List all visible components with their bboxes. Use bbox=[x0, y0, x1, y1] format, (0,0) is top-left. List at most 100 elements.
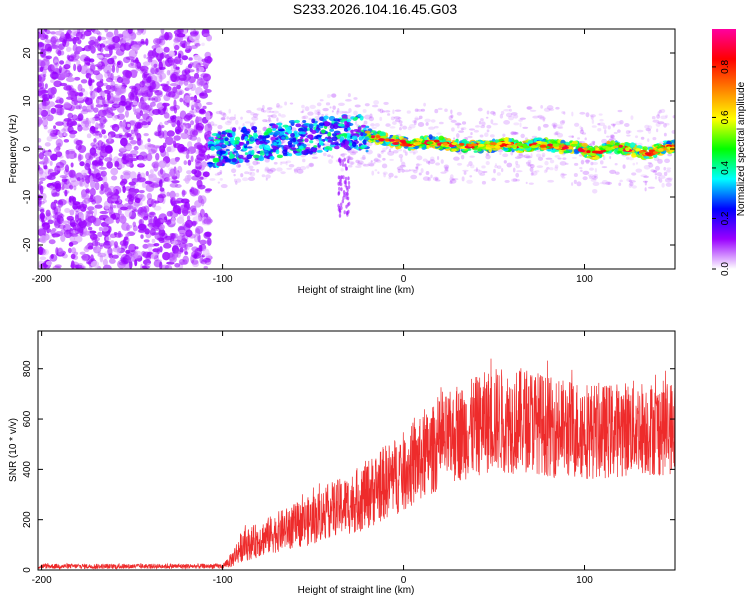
ridge-blob bbox=[271, 145, 277, 149]
noise-blob bbox=[47, 101, 55, 108]
noise-blob bbox=[205, 111, 211, 121]
noise-blob bbox=[145, 170, 149, 177]
noise-blob bbox=[98, 155, 105, 161]
noise-blob bbox=[70, 180, 79, 187]
noise-blob bbox=[47, 128, 57, 135]
haze-blob bbox=[466, 164, 470, 167]
spectrogram-x-tick-label: -100 bbox=[213, 274, 233, 285]
noise-blob bbox=[77, 153, 82, 162]
ridge-blob bbox=[365, 149, 369, 153]
haze-blob bbox=[399, 164, 407, 168]
haze-blob bbox=[615, 121, 622, 126]
ridge-core bbox=[370, 135, 375, 139]
haze-blob bbox=[460, 154, 465, 160]
noise-blob bbox=[107, 208, 115, 214]
noise-blob bbox=[136, 132, 142, 141]
ridge-blob bbox=[346, 134, 351, 140]
noise-blob bbox=[143, 239, 150, 243]
noise-blob bbox=[120, 206, 129, 211]
noise-blob bbox=[125, 56, 135, 61]
noise-blob bbox=[183, 79, 189, 86]
noise-blob bbox=[199, 208, 205, 218]
haze-blob bbox=[503, 160, 507, 164]
snr-x-tick-label: -100 bbox=[213, 575, 233, 586]
haze-blob bbox=[360, 156, 367, 161]
noise-blob bbox=[194, 157, 203, 164]
haze-blob bbox=[568, 135, 574, 138]
haze-blob bbox=[435, 179, 441, 182]
ridge-blob bbox=[318, 122, 325, 127]
noise-blob bbox=[105, 106, 113, 115]
noise-blob bbox=[176, 33, 186, 38]
noise-blob bbox=[174, 263, 181, 268]
haze-blob bbox=[336, 110, 339, 115]
noise-blob bbox=[141, 182, 147, 188]
noise-blob bbox=[93, 138, 97, 143]
ridge-core bbox=[658, 148, 664, 152]
noise-blob bbox=[172, 204, 181, 214]
haze-blob bbox=[666, 167, 672, 170]
haze-blob bbox=[254, 113, 260, 116]
haze-blob bbox=[432, 176, 439, 181]
noise-blob bbox=[50, 31, 57, 35]
ridge-blob bbox=[298, 145, 304, 150]
noise-blob bbox=[130, 129, 135, 135]
noise-blob bbox=[106, 31, 114, 38]
noise-blob bbox=[90, 45, 96, 54]
haze-blob bbox=[347, 155, 351, 161]
noise-blob bbox=[149, 101, 156, 107]
haze-blob bbox=[470, 164, 475, 169]
ridge-blob bbox=[358, 136, 364, 141]
noise-blob bbox=[116, 86, 125, 95]
haze-blob bbox=[375, 159, 382, 163]
ridge-core bbox=[489, 142, 497, 146]
noise-blob bbox=[41, 115, 47, 120]
haze-blob bbox=[381, 150, 386, 153]
ridge-blob bbox=[253, 154, 260, 159]
haze-blob bbox=[551, 122, 558, 128]
haze-blob bbox=[265, 174, 271, 179]
noise-blob bbox=[175, 129, 181, 135]
haze-blob bbox=[394, 175, 398, 179]
haze-blob bbox=[554, 131, 560, 135]
haze-blob bbox=[354, 121, 358, 125]
noise-blob bbox=[81, 126, 90, 131]
noise-blob bbox=[88, 226, 93, 231]
haze-blob bbox=[515, 163, 521, 169]
ridge-blob bbox=[344, 120, 348, 125]
snr-x-tick-label: -200 bbox=[32, 575, 52, 586]
ridge-blob bbox=[246, 146, 253, 149]
noise-blob bbox=[106, 92, 111, 101]
haze-blob bbox=[385, 145, 389, 149]
haze-blob bbox=[490, 110, 496, 115]
noise-blob bbox=[183, 114, 191, 122]
haze-blob bbox=[571, 182, 574, 186]
noise-blob bbox=[85, 190, 91, 195]
noise-blob bbox=[111, 254, 119, 259]
haze-blob bbox=[549, 167, 554, 171]
noise-blob bbox=[169, 190, 176, 200]
noise-blob bbox=[184, 87, 190, 91]
haze-blob bbox=[632, 162, 636, 166]
noise-blob bbox=[92, 161, 97, 170]
noise-blob bbox=[43, 199, 47, 203]
spectrogram-heatmap bbox=[38, 29, 675, 269]
haze-blob bbox=[542, 123, 549, 128]
noise-blob bbox=[155, 218, 161, 228]
haze-blob bbox=[286, 167, 293, 170]
noise-blob bbox=[137, 177, 146, 183]
snr-y-tick-label: 0 bbox=[22, 567, 33, 573]
noise-blob bbox=[142, 243, 149, 249]
ridge-blob bbox=[379, 141, 383, 145]
haze-blob bbox=[381, 163, 388, 169]
noise-blob bbox=[140, 263, 144, 269]
haze-blob bbox=[347, 164, 353, 168]
noise-blob bbox=[102, 259, 108, 266]
noise-blob bbox=[187, 83, 193, 88]
noise-blob bbox=[176, 169, 180, 179]
noise-blob bbox=[159, 261, 163, 269]
noise-blob bbox=[70, 195, 75, 201]
haze-blob bbox=[589, 175, 592, 179]
streak-blob bbox=[338, 186, 341, 191]
haze-blob bbox=[468, 128, 475, 131]
